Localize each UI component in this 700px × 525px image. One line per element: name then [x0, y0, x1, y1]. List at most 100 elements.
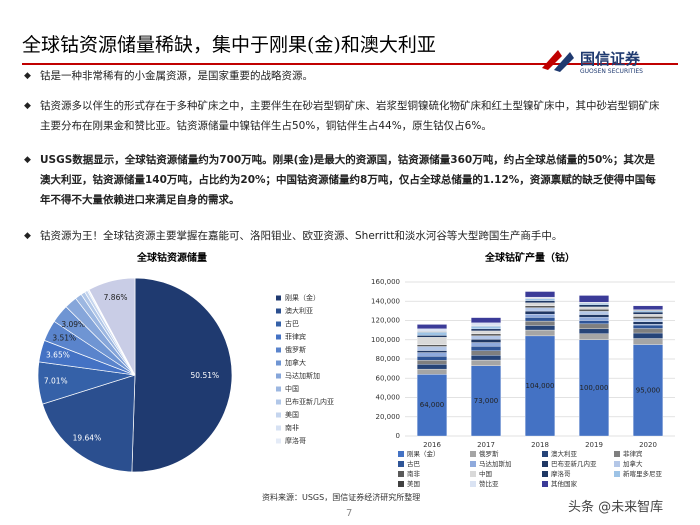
bar-segment — [470, 355, 501, 361]
y-tick-label: 0 — [396, 432, 400, 440]
bar-segment — [633, 338, 664, 345]
bar-segment — [416, 337, 447, 345]
slice-label: 19.64% — [73, 433, 102, 442]
y-tick-label: 20,000 — [376, 413, 401, 421]
pie-slice — [131, 277, 233, 473]
legend-swatch — [542, 481, 548, 487]
legend-label: 古巴 — [407, 459, 421, 468]
bar-segment — [416, 356, 447, 361]
bar-segment — [579, 339, 610, 437]
bar-segment — [416, 324, 447, 329]
legend-label: 南非 — [407, 469, 421, 478]
bar-segment — [579, 295, 610, 303]
legend-label: 其他国家 — [551, 479, 578, 488]
legend-swatch — [276, 386, 281, 392]
bar-segment — [633, 321, 664, 325]
legend-label: 巴布亚新几内亚 — [285, 397, 334, 406]
bar-segment — [416, 364, 447, 370]
x-tick-label: 2020 — [639, 441, 657, 449]
x-tick-label: 2019 — [585, 441, 603, 449]
bar-segment — [416, 335, 447, 338]
title-rule — [22, 63, 678, 65]
legend-label: 美国 — [407, 479, 420, 488]
legend-swatch — [542, 461, 548, 467]
legend-label: 巴布亚新几内亚 — [551, 459, 597, 468]
slice-label: 7.86% — [104, 293, 128, 302]
y-tick-label: 40,000 — [376, 394, 401, 402]
legend-swatch — [276, 438, 281, 444]
bar-segment — [525, 291, 556, 298]
y-tick-label: 60,000 — [376, 374, 401, 382]
bar-segment — [525, 307, 556, 312]
slide-title: 全球钴资源储量稀缺，集中于刚果(金)和澳大利亚 — [22, 34, 436, 56]
y-tick-label: 80,000 — [376, 355, 401, 363]
legend-swatch — [398, 461, 404, 467]
y-tick-label: 120,000 — [371, 317, 400, 325]
legend-label: 古巴 — [285, 319, 299, 328]
bar-segment — [470, 359, 501, 366]
bar-segment — [579, 311, 610, 315]
x-tick-label: 2016 — [423, 441, 441, 449]
legend-swatch — [398, 451, 404, 457]
legend-swatch — [470, 471, 476, 477]
bar-segment — [633, 344, 664, 437]
legend-label: 南非 — [285, 423, 299, 432]
legend-label: 澳大利亚 — [285, 306, 313, 315]
legend-label: 摩洛哥 — [285, 436, 306, 445]
logo-name: 国信证券 — [580, 50, 641, 68]
bar-segment — [525, 320, 556, 326]
bar-segment — [633, 305, 664, 310]
legend-label: 菲律宾 — [285, 332, 306, 341]
legend-label: 美国 — [285, 410, 299, 419]
y-tick-label: 140,000 — [371, 297, 400, 305]
bar-segment — [579, 323, 610, 329]
bar-segment — [470, 328, 501, 332]
x-tick-label: 2017 — [477, 441, 495, 449]
bar-segment — [579, 320, 610, 325]
bar-segment — [416, 368, 447, 375]
bar-segment — [579, 328, 610, 334]
legend-swatch — [276, 425, 281, 431]
legend-swatch — [614, 471, 620, 477]
bar-segment — [579, 303, 610, 305]
bar-segment — [416, 350, 447, 353]
legend-label: 加拿大 — [623, 459, 643, 468]
legend-label: 中国 — [285, 384, 299, 393]
chart-title: 全球钴矿产量（钴） — [484, 251, 575, 264]
bar-segment — [525, 300, 556, 303]
slice-label: 50.51% — [191, 371, 220, 380]
bullet: 钴是一种非常稀有的小金属资源，是国家重要的战略资源。 — [24, 66, 665, 86]
bar-segment — [416, 328, 447, 332]
bar-value-label: 64,000 — [420, 401, 445, 409]
bar-segment — [579, 309, 610, 312]
bar-value-label: 100,000 — [580, 384, 609, 392]
legend-swatch — [276, 412, 281, 418]
legend-swatch — [614, 461, 620, 467]
pie-slice — [42, 374, 136, 473]
bullet: USGS数据显示，全球钴资源储量约为700万吨。刚果(金)是最大的资源国，钴资源… — [24, 150, 665, 210]
legend-label: 马达加斯加 — [285, 371, 320, 380]
legend-label: 澳大利亚 — [551, 449, 578, 458]
source: 资料来源：USGS，国信证券经济研究所整理 — [262, 493, 421, 502]
legend-label: 刚果（金） — [407, 449, 440, 458]
bar-segment — [416, 352, 447, 357]
bar-segment — [525, 317, 556, 322]
bar-segment — [470, 317, 501, 323]
legend-swatch — [276, 399, 281, 405]
bar-segment — [416, 360, 447, 365]
bar-segment — [633, 310, 664, 313]
page-number: 7 — [346, 508, 353, 519]
legend-label: 刚果（金） — [285, 293, 320, 302]
bar-segment — [470, 333, 501, 336]
bar-segment — [470, 330, 501, 335]
bar-segment — [470, 335, 501, 340]
legend-label: 俄罗斯 — [479, 449, 499, 458]
x-tick-label: 2018 — [531, 441, 549, 449]
legend-label: 菲律宾 — [623, 449, 643, 458]
bullet: 钴资源为王！全球钴资源主要掌握在嘉能可、洛阳钼业、欧亚资源、Sherritt和淡… — [24, 226, 665, 246]
legend-swatch — [470, 451, 476, 457]
bar-value-label: 95,000 — [636, 386, 661, 394]
legend-label: 马达加斯加 — [479, 459, 512, 468]
